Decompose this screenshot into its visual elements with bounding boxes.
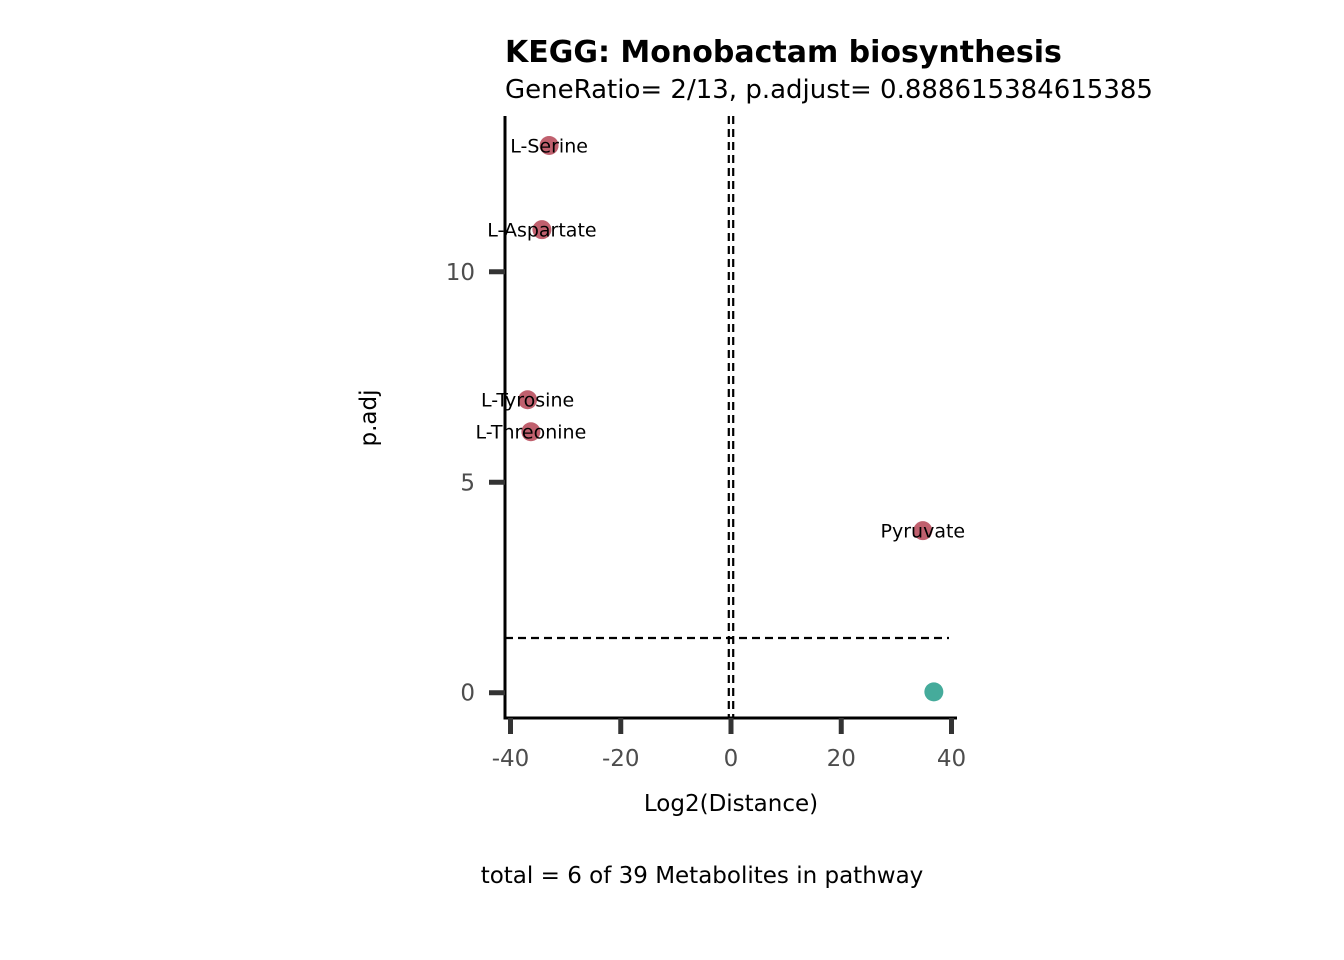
x-axis-title: Log2(Distance) [644, 791, 818, 817]
point-label: L-Threonine [476, 422, 587, 444]
reference-lines [505, 116, 949, 718]
y-tick-label: 0 [460, 681, 475, 707]
y-tick-label: 5 [460, 470, 475, 496]
x-tick-label: -40 [492, 746, 530, 772]
chart-title: KEGG: Monobactam biosynthesis [505, 35, 1062, 70]
y-tick-label: 10 [446, 260, 475, 286]
point-label: Pyruvate [881, 521, 966, 543]
data-points: L-Serine L-Aspartate L-Tyrosine L-Threonine… [476, 135, 966, 701]
chart-caption: total = 6 of 39 Metabolites in pathway [481, 863, 924, 889]
x-tick-label: 0 [724, 746, 739, 772]
y-axis-title: p.adj [356, 390, 382, 447]
x-tick-label: 40 [937, 746, 966, 772]
x-tick-label: 20 [827, 746, 856, 772]
chart-subtitle: GeneRatio= 2/13, p.adjust= 0.88861538461… [505, 75, 1153, 105]
data-point [924, 682, 943, 701]
point-label: L-Tyrosine [481, 390, 574, 412]
axes: -40 -20 0 20 40 0 5 10 [446, 116, 966, 772]
point-label: L-Aspartate [487, 220, 596, 242]
point-label: L-Serine [510, 135, 588, 157]
x-tick-label: -20 [602, 746, 640, 772]
